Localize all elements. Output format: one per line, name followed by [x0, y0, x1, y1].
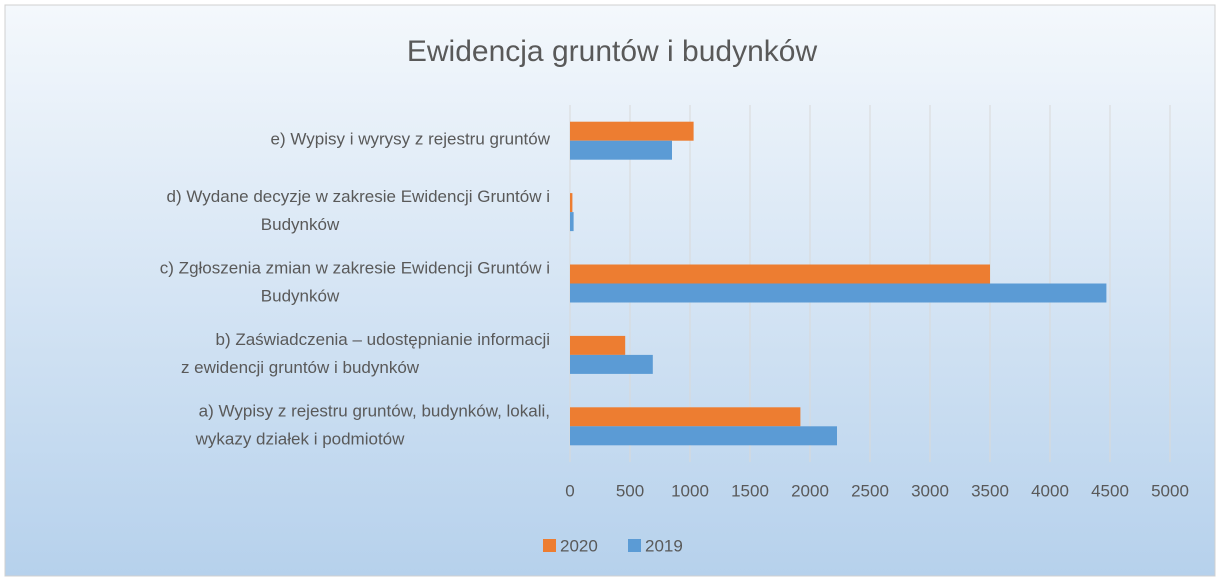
bar [570, 212, 574, 232]
bar [570, 193, 573, 213]
bar [570, 264, 990, 284]
legend-label: 2019 [645, 536, 683, 555]
y-tick-label: c) Zgłoszenia zmian w zakresie Ewidencji… [160, 259, 550, 306]
x-tick-label: 4500 [1091, 481, 1129, 500]
bar [570, 283, 1107, 303]
legend-swatch [543, 539, 556, 552]
y-tick-label: d) Wydane decyzje w zakresie Ewidencji G… [167, 188, 550, 235]
legend-label: 2020 [560, 536, 598, 555]
bar [570, 426, 837, 446]
label-line: a) Wypisy z rejestru gruntów, budynków, … [199, 402, 550, 421]
label-line: b) Zaświadczenia – udostępnianie informa… [215, 330, 550, 349]
bar [570, 354, 653, 374]
x-tick-label: 2000 [791, 481, 829, 500]
chart-title: Ewidencja gruntów i budynków [407, 35, 818, 68]
label-line: wykazy działek i podmiotów [195, 430, 406, 449]
x-tick-label: 3000 [911, 481, 949, 500]
x-tick-label: 0 [565, 481, 574, 500]
legend-swatch [628, 539, 641, 552]
x-tick-label: 2500 [851, 481, 889, 500]
y-tick-label: b) Zaświadczenia – udostępnianie informa… [181, 330, 550, 377]
x-tick-label: 3500 [971, 481, 1009, 500]
label-line: c) Zgłoszenia zmian w zakresie Ewidencji… [160, 259, 550, 278]
x-tick-label: 1000 [671, 481, 709, 500]
label-line: Budynków [261, 287, 340, 306]
bar [570, 335, 626, 355]
label-line: Budynków [261, 216, 340, 235]
x-tick-label: 5000 [1151, 481, 1189, 500]
x-tick-label: 1500 [731, 481, 769, 500]
label-line: e) Wypisy i wyrysy z rejestru gruntów [271, 130, 551, 149]
bar [570, 121, 694, 141]
bar [570, 140, 672, 160]
label-line: d) Wydane decyzje w zakresie Ewidencji G… [167, 188, 550, 207]
bar [570, 407, 801, 427]
label-line: z ewidencji gruntów i budynków [181, 358, 420, 377]
y-tick-label: a) Wypisy z rejestru gruntów, budynków, … [195, 402, 550, 449]
x-tick-label: 500 [616, 481, 644, 500]
y-tick-label: e) Wypisy i wyrysy z rejestru gruntów [271, 130, 551, 149]
x-tick-label: 4000 [1031, 481, 1069, 500]
